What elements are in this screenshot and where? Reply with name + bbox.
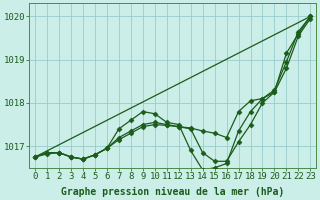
X-axis label: Graphe pression niveau de la mer (hPa): Graphe pression niveau de la mer (hPa): [61, 186, 284, 197]
